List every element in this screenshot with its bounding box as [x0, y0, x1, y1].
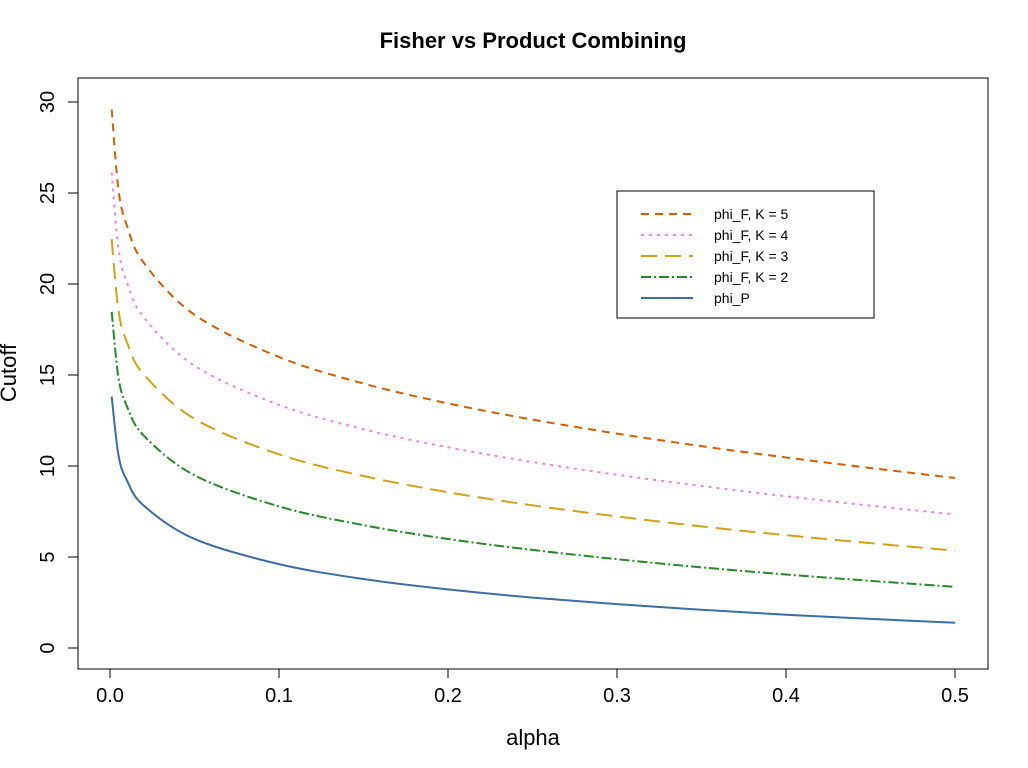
- y-axis: 0 5 10 15 20 25 30: [37, 91, 79, 654]
- legend-label-4: phi_P: [714, 290, 750, 306]
- y-tick-label: 30: [37, 91, 59, 113]
- x-tick-label: 0.1: [265, 685, 293, 707]
- x-tick-label: 0.0: [96, 685, 124, 707]
- x-tick-label: 0.4: [772, 685, 800, 707]
- y-tick-label: 0: [37, 642, 59, 653]
- legend-label-0: phi_F, K = 5: [714, 206, 789, 222]
- legend: phi_F, K = 5 phi_F, K = 4 phi_F, K = 3 phi_…: [616, 190, 875, 319]
- series-line-4: [110, 396, 956, 624]
- legend-box: [616, 190, 875, 319]
- y-tick-label: 5: [37, 551, 59, 562]
- x-tick-label: 0.2: [434, 685, 462, 707]
- y-tick-label: 20: [37, 273, 59, 295]
- y-tick-label: 25: [37, 182, 59, 204]
- x-axis: 0.0 0.1 0.2 0.3 0.4 0.5: [96, 668, 969, 707]
- y-axis-label: Cutoff: [0, 343, 21, 402]
- x-axis-label: alpha: [506, 725, 561, 750]
- legend-label-2: phi_F, K = 3: [714, 248, 789, 264]
- y-tick-label: 15: [37, 364, 59, 386]
- legend-label-1: phi_F, K = 4: [714, 227, 789, 243]
- series-line-3: [110, 311, 956, 588]
- series-line-0: [110, 109, 956, 480]
- legend-label-3: phi_F, K = 2: [714, 269, 789, 285]
- plot-frame: [77, 77, 989, 670]
- series-layer: [110, 109, 956, 624]
- series-line-2: [110, 239, 956, 552]
- x-tick-label: 0.3: [603, 685, 631, 707]
- chart-title: Fisher vs Product Combining: [380, 28, 687, 53]
- y-tick-label: 10: [37, 455, 59, 477]
- x-tick-label: 0.5: [941, 685, 969, 707]
